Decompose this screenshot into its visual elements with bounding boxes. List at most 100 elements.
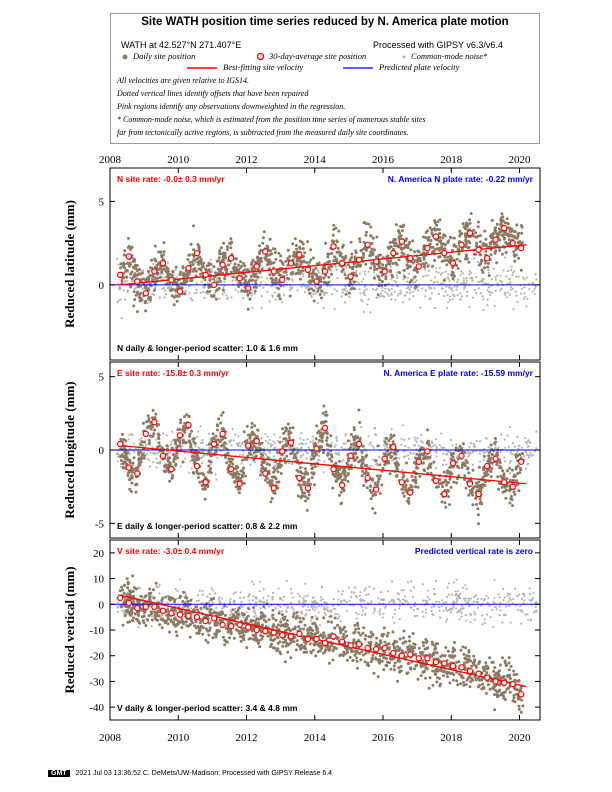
- daily-point: [257, 258, 261, 262]
- common-mode-point: [342, 458, 345, 462]
- daily-point: [507, 238, 511, 242]
- daily-point: [255, 256, 259, 260]
- daily-point: [183, 421, 187, 425]
- common-mode-point: [365, 593, 368, 597]
- common-mode-point: [260, 437, 263, 440]
- daily-point: [287, 436, 291, 439]
- daily-point: [385, 436, 389, 440]
- avg-point: [518, 458, 525, 465]
- daily-point: [147, 417, 151, 420]
- common-mode-point: [509, 459, 512, 463]
- daily-point: [180, 286, 184, 290]
- daily-point: [364, 248, 368, 252]
- daily-point: [450, 256, 454, 260]
- common-mode-point: [169, 443, 172, 446]
- daily-point: [429, 462, 433, 466]
- daily-point: [489, 475, 493, 479]
- daily-point: [338, 493, 341, 497]
- daily-point: [147, 438, 151, 442]
- avg-point: [475, 490, 482, 498]
- common-mode-point: [372, 288, 375, 291]
- common-mode-point: [197, 430, 200, 433]
- common-mode-point: [298, 595, 301, 598]
- panel-plot-vertical: [110, 574, 540, 714]
- daily-point: [254, 282, 258, 285]
- common-mode-point: [534, 273, 537, 276]
- common-mode-point: [195, 288, 198, 291]
- daily-point: [343, 473, 347, 477]
- avg-point: [449, 260, 457, 267]
- common-mode-point: [476, 600, 479, 604]
- common-mode-point: [156, 451, 159, 454]
- common-mode-point: [223, 280, 226, 283]
- daily-point: [352, 280, 356, 284]
- daily-point: [386, 259, 390, 263]
- daily-point: [138, 299, 142, 303]
- daily-point: [400, 247, 403, 251]
- daily-point: [237, 280, 241, 284]
- daily-point: [395, 474, 399, 477]
- common-mode-point: [362, 277, 365, 280]
- daily-point: [210, 438, 214, 442]
- common-mode-point: [430, 609, 433, 613]
- common-mode-point: [509, 282, 512, 285]
- daily-point: [252, 272, 256, 276]
- common-mode-point: [304, 600, 308, 603]
- common-mode-point: [521, 287, 524, 290]
- daily-point: [340, 478, 344, 482]
- daily-point: [446, 471, 449, 475]
- common-mode-point: [497, 446, 500, 449]
- daily-point: [185, 279, 189, 283]
- daily-point: [516, 472, 520, 475]
- common-mode-point: [345, 600, 348, 604]
- daily-point: [150, 424, 153, 427]
- avg-point: [338, 260, 346, 267]
- common-mode-point: [377, 597, 380, 600]
- common-mode-point: [369, 441, 372, 444]
- common-mode-point: [519, 609, 522, 613]
- common-mode-point: [439, 273, 442, 276]
- daily-point: [437, 255, 441, 259]
- daily-point: [386, 254, 390, 258]
- common-mode-point: [282, 285, 285, 288]
- common-mode-point: [394, 298, 397, 301]
- common-mode-point: [427, 285, 431, 288]
- daily-point: [447, 495, 450, 499]
- common-mode-point: [304, 582, 307, 585]
- daily-point: [503, 485, 507, 489]
- daily-point: [146, 414, 150, 418]
- daily-point: [223, 455, 227, 459]
- daily-point: [181, 441, 185, 444]
- common-mode-point: [433, 276, 437, 279]
- daily-point: [448, 503, 452, 507]
- daily-point: [471, 468, 475, 472]
- common-mode-point: [311, 442, 314, 445]
- daily-point: [316, 289, 320, 293]
- common-mode-point: [269, 445, 273, 448]
- common-mode-point: [362, 599, 365, 602]
- common-mode-point: [511, 274, 514, 277]
- daily-point: [249, 452, 253, 456]
- daily-point: [119, 438, 123, 441]
- daily-point: [397, 271, 401, 274]
- common-mode-point: [445, 601, 448, 604]
- daily-point: [207, 459, 211, 463]
- common-mode-point: [500, 287, 503, 290]
- daily-point: [281, 427, 285, 431]
- common-mode-point: [367, 298, 370, 301]
- common-mode-point: [517, 275, 520, 278]
- daily-point: [440, 481, 443, 485]
- common-mode-point: [433, 287, 436, 290]
- daily-point: [178, 444, 182, 448]
- daily-point: [171, 270, 175, 274]
- daily-point: [210, 446, 214, 450]
- daily-point: [212, 277, 216, 281]
- common-mode-point: [433, 280, 436, 283]
- daily-point: [293, 237, 297, 241]
- common-mode-point: [323, 291, 326, 294]
- daily-point: [314, 272, 318, 276]
- common-mode-point: [447, 273, 450, 276]
- daily-point: [147, 441, 151, 445]
- daily-point: [344, 276, 348, 280]
- common-mode-point: [440, 282, 443, 285]
